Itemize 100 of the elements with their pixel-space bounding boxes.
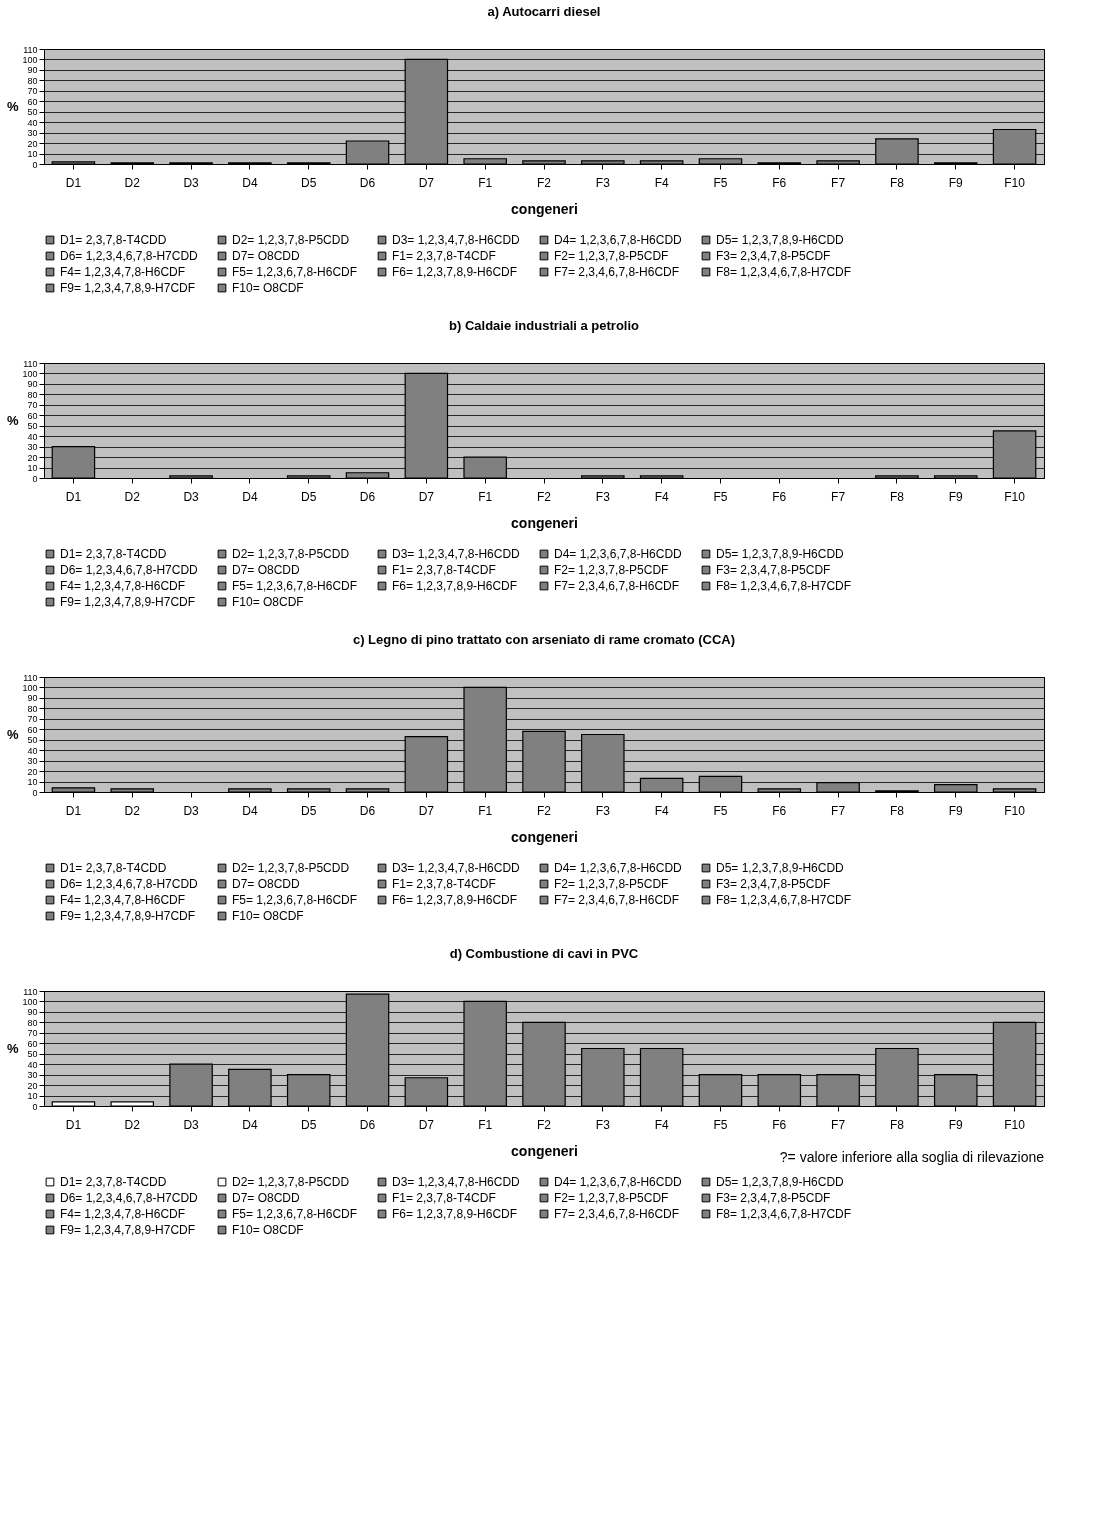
y-tick-label: 80	[27, 703, 38, 714]
y-tick-label: 0	[32, 473, 38, 484]
x-tick-label: F1	[478, 489, 493, 504]
x-tick-label: F4	[654, 489, 669, 504]
legend-label: F10= O8CDF	[232, 1223, 304, 1237]
legend-label: D7= O8CDD	[232, 249, 301, 263]
x-tick-label: F2	[536, 803, 552, 818]
x-tick-label: D1	[65, 175, 82, 190]
legend-label: D5= 1,2,3,7,8,9-H6CDD	[716, 233, 845, 247]
x-tick-label: D5	[301, 175, 317, 190]
x-tick-label: F2	[536, 175, 552, 190]
legend-label: D6= 1,2,3,4,6,7,8-H7CDD	[60, 877, 199, 891]
x-tick-label: F2	[536, 489, 552, 504]
legend-label: F2= 1,2,3,7,8-P5CDF	[554, 1191, 669, 1205]
x-tick-label: D2	[124, 1117, 141, 1132]
y-tick-label: 20	[27, 1080, 38, 1091]
y-tick-label: 30	[27, 1070, 38, 1081]
y-tick-label: 70	[27, 86, 38, 97]
y-tick-label: 90	[27, 1007, 38, 1018]
x-tick-label: D5	[301, 1117, 317, 1132]
legend-label: D2= 1,2,3,7,8-P5CDD	[232, 1175, 350, 1189]
x-tick-label: D2	[124, 803, 141, 818]
x-tick-label: D4	[242, 489, 258, 504]
legend-label: F3= 2,3,4,7,8-P5CDF	[716, 563, 831, 577]
x-tick-label: F7	[831, 1117, 846, 1132]
y-tick-label: 70	[27, 714, 38, 725]
x-tick-label: F3	[595, 175, 611, 190]
chart-title: d) Combustione di cavi in PVC	[449, 946, 639, 961]
x-tick-label: D5	[301, 803, 317, 818]
chart-title: a) Autocarri diesel	[487, 4, 601, 19]
x-axis-title: congeneri	[511, 514, 578, 531]
y-tick-label: 60	[27, 724, 38, 735]
legend-label: F1= 2,3,7,8-T4CDF	[392, 877, 496, 891]
legend-label: F10= O8CDF	[232, 281, 304, 295]
legend-label: F2= 1,2,3,7,8-P5CDF	[554, 563, 669, 577]
x-tick-label: F10	[1004, 803, 1026, 818]
y-tick-label: 110	[23, 44, 38, 55]
y-tick-label: 110	[23, 358, 38, 369]
x-tick-label: F3	[595, 1117, 611, 1132]
y-tick-label: 80	[27, 75, 38, 86]
legend-label: F4= 1,2,3,4,7,8-H6CDF	[60, 579, 186, 593]
y-tick-label: 50	[27, 421, 38, 432]
x-tick-label: D3	[183, 803, 200, 818]
x-tick-label: D1	[65, 803, 82, 818]
y-tick-label: 100	[22, 368, 38, 379]
x-tick-label: F8	[889, 803, 905, 818]
y-tick-label: 40	[27, 1059, 38, 1070]
y-tick-label: 70	[27, 1028, 38, 1039]
y-tick-label: 90	[27, 379, 38, 390]
legend-label: F7= 2,3,4,6,7,8-H6CDF	[554, 1207, 680, 1221]
legend-label: F1= 2,3,7,8-T4CDF	[392, 249, 496, 263]
x-tick-label: F9	[948, 803, 964, 818]
y-tick-label: 100	[22, 682, 38, 693]
x-tick-label: F1	[478, 1117, 493, 1132]
legend-label: D2= 1,2,3,7,8-P5CDD	[232, 861, 350, 875]
legend-label: F6= 1,2,3,7,8,9-H6CDF	[392, 579, 518, 593]
legend-label: F4= 1,2,3,4,7,8-H6CDF	[60, 1207, 186, 1221]
x-tick-label: F8	[889, 1117, 905, 1132]
legend-label: D5= 1,2,3,7,8,9-H6CDD	[716, 861, 845, 875]
y-tick-label: 50	[27, 1049, 38, 1060]
legend-label: D6= 1,2,3,4,6,7,8-H7CDD	[60, 563, 199, 577]
x-tick-label: F3	[595, 489, 611, 504]
y-axis-title: %	[6, 1041, 19, 1056]
legend-label: F8= 1,2,3,4,6,7,8-H7CDF	[716, 1207, 852, 1221]
legend-label: F1= 2,3,7,8-T4CDF	[392, 563, 496, 577]
legend-label: D4= 1,2,3,6,7,8-H6CDD	[554, 233, 683, 247]
legend-label: F7= 2,3,4,6,7,8-H6CDF	[554, 579, 680, 593]
y-tick-label: 30	[27, 756, 38, 767]
x-tick-label: D4	[242, 803, 258, 818]
x-tick-label: D1	[65, 1117, 82, 1132]
x-tick-label: F2	[536, 1117, 552, 1132]
legend-label: D4= 1,2,3,6,7,8-H6CDD	[554, 547, 683, 561]
x-tick-label: F4	[654, 803, 669, 818]
legend-label: F9= 1,2,3,4,7,8,9-H7CDF	[60, 1223, 196, 1237]
legend-label: D4= 1,2,3,6,7,8-H6CDD	[554, 861, 683, 875]
y-axis-title: %	[6, 727, 19, 742]
y-tick-label: 0	[32, 1101, 38, 1112]
x-tick-label: F8	[889, 489, 905, 504]
legend-label: D3= 1,2,3,4,7,8-H6CDD	[392, 233, 521, 247]
x-tick-label: F9	[948, 489, 964, 504]
legend-label: F5= 1,2,3,6,7,8-H6CDF	[232, 579, 358, 593]
y-tick-label: 110	[23, 672, 38, 683]
x-tick-label: F5	[713, 803, 728, 818]
y-tick-label: 50	[27, 107, 38, 118]
legend-label: F10= O8CDF	[232, 595, 304, 609]
x-tick-label: F6	[772, 803, 787, 818]
y-tick-label: 20	[27, 452, 38, 463]
legend-label: F6= 1,2,3,7,8,9-H6CDF	[392, 893, 518, 907]
y-tick-label: 90	[27, 693, 38, 704]
x-tick-label: F7	[831, 175, 846, 190]
text: ?= valore inferiore alla soglia di rilevazione	[779, 1149, 1045, 1165]
legend-label: D1= 2,3,7,8-T4CDD	[60, 233, 167, 247]
y-tick-label: 80	[27, 389, 38, 400]
legend-label: D6= 1,2,3,4,6,7,8-H7CDD	[60, 1191, 199, 1205]
x-tick-label: F6	[772, 1117, 787, 1132]
y-tick-label: 70	[27, 400, 38, 411]
x-tick-label: D6	[359, 1117, 376, 1132]
y-tick-label: 20	[27, 138, 38, 149]
legend-label: D7= O8CDD	[232, 877, 301, 891]
legend-label: F8= 1,2,3,4,6,7,8-H7CDF	[716, 265, 852, 279]
